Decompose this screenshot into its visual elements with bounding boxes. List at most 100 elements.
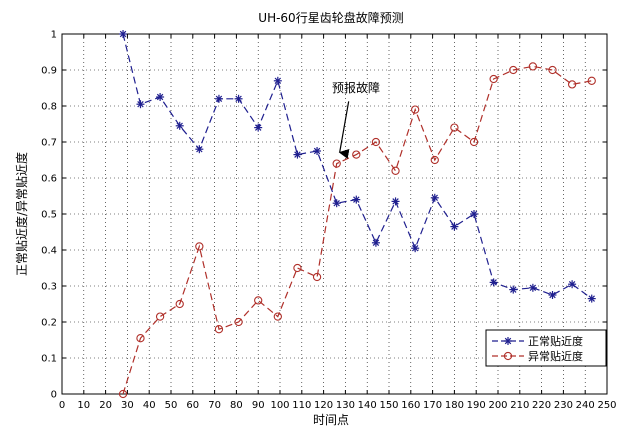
data-point-series-1 (332, 159, 341, 168)
data-point-series-0 (568, 280, 577, 289)
x-tick-label: 50 (165, 400, 178, 411)
x-axis-ticks: 0 10 20 30 40 50 60 70 80 90 100 110 120 130 140 150 160… (59, 34, 617, 411)
data-point-series-0 (411, 244, 420, 253)
data-point-series-0 (254, 123, 263, 132)
data-point-series-0 (470, 210, 479, 218)
x-tick-label: 160 (401, 400, 420, 411)
x-tick-label: 250 (597, 400, 616, 411)
y-axis-label: 正常贴近度/异常贴近度 (14, 152, 29, 276)
data-point-series-0 (548, 291, 557, 299)
data-point-series-0 (234, 94, 243, 103)
data-point-series-0 (587, 294, 596, 303)
x-tick-label: 200 (488, 400, 507, 411)
data-point-series-1 (273, 312, 282, 321)
data-point-series-0 (509, 285, 518, 294)
x-tick-label: 90 (252, 400, 265, 411)
data-point-series-1 (214, 325, 224, 334)
x-tick-label: 210 (510, 400, 529, 411)
x-tick-label: 180 (445, 400, 464, 411)
x-tick-label: 0 (59, 400, 65, 411)
data-point-series-1 (234, 317, 243, 327)
data-point-series-0 (175, 121, 184, 130)
data-point-series-0 (391, 197, 400, 206)
y-tick-label: 0.9 (41, 66, 57, 77)
legend-marker-normal (504, 337, 512, 345)
y-tick-label: 0.1 (41, 354, 57, 365)
data-point-series-1 (548, 65, 557, 75)
y-tick-label: 0.8 (41, 102, 57, 113)
y-tick-label: 0 (51, 390, 57, 401)
y-tick-label: 0.7 (41, 138, 57, 149)
data-point-series-1 (195, 242, 204, 251)
x-tick-label: 60 (186, 400, 199, 411)
data-point-series-1 (430, 155, 439, 165)
data-point-series-0 (156, 93, 165, 101)
series-line-0 (122, 33, 593, 300)
data-point-series-1 (450, 123, 459, 132)
chart-title: UH-60行星齿轮盘故障预测 (258, 10, 403, 25)
data-point-series-0 (489, 278, 498, 287)
data-point-series-1 (352, 150, 361, 159)
data-point-series-1 (509, 65, 518, 75)
data-point-series-0 (214, 94, 223, 103)
legend-marker-shape-0 (504, 337, 512, 345)
data-point-series-0 (430, 193, 439, 202)
y-tick-label: 0.6 (41, 174, 57, 185)
data-point-series-0 (352, 195, 361, 204)
data-point-series-1 (155, 312, 165, 321)
legend-box (485, 329, 607, 367)
x-tick-label: 80 (230, 400, 243, 411)
x-tick-label: 30 (121, 400, 134, 411)
data-point-series-1 (587, 76, 596, 85)
y-tick-label: 1 (51, 30, 57, 41)
data-point-series-0 (528, 283, 537, 292)
data-point-series-0 (136, 100, 145, 109)
series-layer (118, 30, 596, 399)
data-point-series-0 (313, 147, 322, 155)
data-point-series-0 (293, 150, 302, 159)
data-point-series-0 (450, 222, 459, 231)
x-tick-label: 240 (576, 400, 595, 411)
x-tick-label: 110 (292, 400, 311, 411)
data-point-series-1 (118, 389, 128, 399)
data-point-series-1 (469, 137, 479, 147)
data-point-series-1 (567, 80, 577, 89)
annotation-text: 预报故障 (332, 80, 380, 95)
x-tick-label: 220 (532, 400, 551, 411)
data-point-series-0 (119, 30, 128, 38)
y-tick-label: 0.5 (41, 210, 57, 221)
data-point-series-0 (371, 238, 380, 247)
data-point-series-1 (312, 272, 322, 282)
x-tick-label: 100 (270, 400, 289, 411)
x-tick-label: 150 (379, 400, 398, 411)
data-point-series-1 (371, 137, 381, 147)
data-point-series-1 (489, 74, 498, 84)
legend-label-abnormal: 异常贴近度 (528, 349, 583, 363)
x-tick-label: 70 (208, 400, 221, 411)
x-tick-label: 170 (423, 400, 442, 411)
data-point-series-1 (293, 263, 302, 273)
legend-marker-shape-1 (503, 351, 513, 361)
legend: 正常贴近度 异常贴近度 (485, 329, 607, 367)
data-point-series-0 (332, 199, 341, 208)
y-tick-label: 0.3 (41, 282, 57, 293)
data-point-series-0 (195, 145, 204, 154)
x-tick-label: 20 (99, 400, 112, 411)
data-point-series-1 (254, 296, 263, 305)
legend-marker-abnormal (503, 351, 513, 361)
data-point-series-1 (136, 334, 145, 343)
y-tick-label: 0.2 (41, 318, 57, 329)
series-line-1 (122, 65, 592, 395)
annotation-arrow (338, 101, 350, 159)
x-tick-label: 140 (358, 400, 377, 411)
y-axis-ticks: 0 0.1 0.2 0.3 0.4 0.5 0.6 0.7 0.8 0.9 1 (41, 30, 607, 401)
data-point-series-1 (411, 105, 420, 114)
legend-label-normal: 正常贴近度 (528, 334, 583, 348)
data-point-series-1 (528, 62, 538, 71)
x-tick-label: 190 (467, 400, 486, 411)
data-point-series-1 (175, 299, 184, 309)
x-tick-label: 230 (554, 400, 573, 411)
x-tick-label: 10 (77, 400, 90, 411)
